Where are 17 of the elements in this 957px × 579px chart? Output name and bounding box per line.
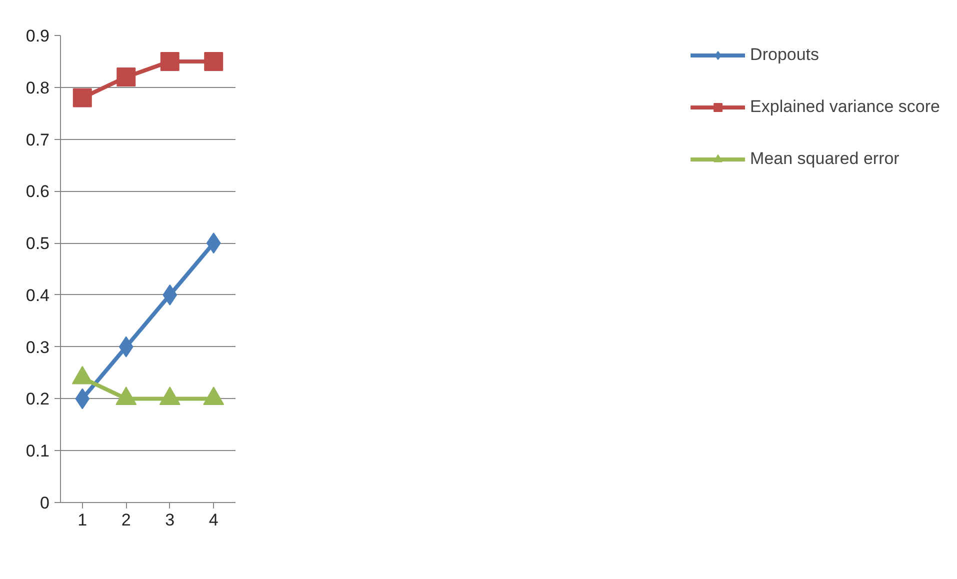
x-tick-label: 3: [165, 510, 175, 530]
legend-label: Explained variance score: [750, 97, 940, 117]
x-tick-label: 4: [208, 510, 218, 530]
legend-label: Dropouts: [750, 45, 820, 65]
y-tick-label: 0: [40, 494, 50, 512]
y-tick-label: 0.4: [26, 286, 50, 305]
y-tick-label: 0.2: [26, 390, 50, 409]
x-tick-label: 2: [121, 510, 131, 530]
y-tick-label: 0.1: [26, 442, 50, 461]
y-tick-label: 0.9: [26, 26, 50, 46]
legend-label: Mean squared error: [750, 149, 900, 169]
y-tick-label: 0.7: [26, 130, 50, 150]
y-tick-label: 0.5: [26, 234, 50, 254]
y-tick-label: 0.6: [26, 182, 50, 202]
y-tick-label: 0.3: [26, 338, 50, 357]
x-tick-label: 1: [78, 510, 88, 530]
y-tick-label: 0.8: [26, 78, 50, 98]
